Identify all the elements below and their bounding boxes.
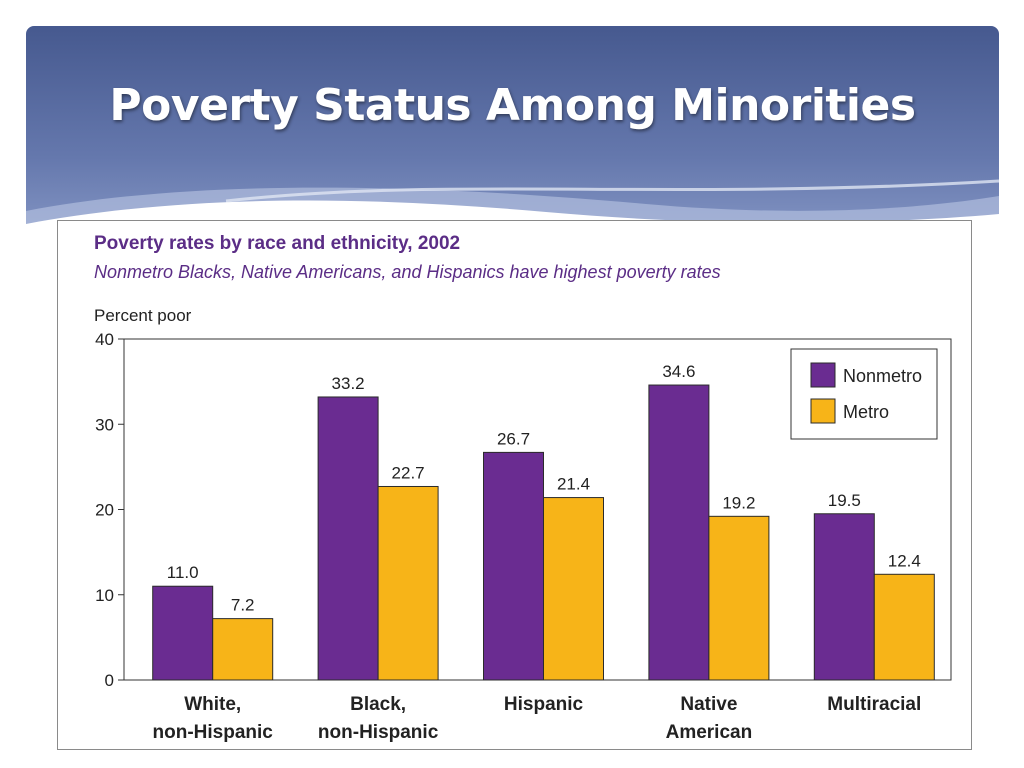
bar-metro bbox=[543, 497, 604, 681]
bar-nonmetro bbox=[317, 396, 379, 681]
legend-swatch-metro bbox=[810, 398, 836, 424]
bar-metro bbox=[212, 618, 274, 681]
y-axis-label: Percent poor bbox=[94, 306, 192, 325]
x-tick-label: Hispanic bbox=[504, 694, 584, 715]
chart-subtitle: Nonmetro Blacks, Native Americans, and H… bbox=[94, 262, 721, 282]
x-tick-label: non-Hispanic bbox=[153, 722, 274, 743]
bar-metro bbox=[708, 515, 770, 681]
bar-value-label: 21.4 bbox=[557, 475, 590, 494]
bar-value-label: 33.2 bbox=[332, 374, 365, 393]
x-tick-label: Multiracial bbox=[827, 694, 921, 715]
y-tick-label: 20 bbox=[95, 501, 114, 520]
bar-value-label: 34.6 bbox=[662, 362, 695, 381]
legend-label-metro: Metro bbox=[843, 402, 889, 422]
bar-value-label: 7.2 bbox=[231, 596, 255, 615]
bar-nonmetro bbox=[152, 585, 214, 681]
legend-label-nonmetro: Nonmetro bbox=[843, 366, 922, 386]
chart-panel: Poverty rates by race and ethnicity, 200… bbox=[57, 220, 972, 750]
bar-nonmetro bbox=[813, 513, 875, 681]
y-tick-label: 40 bbox=[95, 330, 114, 349]
bar-nonmetro bbox=[648, 384, 710, 681]
slide-title: Poverty Status Among Minorities bbox=[109, 80, 916, 131]
bar-value-label: 22.7 bbox=[392, 463, 425, 482]
bar-value-label: 19.5 bbox=[828, 491, 861, 510]
bar-value-label: 11.0 bbox=[167, 563, 199, 582]
y-tick-label: 10 bbox=[95, 586, 114, 605]
x-tick-label: Black, bbox=[350, 694, 406, 715]
bar-value-label: 19.2 bbox=[722, 493, 755, 512]
x-tick-label: American bbox=[666, 722, 753, 743]
bar-metro bbox=[873, 573, 935, 681]
legend-swatch-nonmetro bbox=[810, 362, 836, 388]
y-tick-label: 0 bbox=[105, 671, 114, 690]
bar-value-label: 26.7 bbox=[497, 429, 530, 448]
bar-chart: Percent poor 0 10 20 30 40 11.0 7.2 White, non-Hi… bbox=[94, 306, 952, 743]
y-tick-label: 30 bbox=[95, 415, 114, 434]
x-tick-label: non-Hispanic bbox=[318, 722, 439, 743]
chart-title: Poverty rates by race and ethnicity, 200… bbox=[94, 233, 461, 254]
x-tick-label: Native bbox=[680, 694, 737, 715]
x-tick-label: White, bbox=[184, 694, 241, 715]
bar-nonmetro bbox=[483, 451, 544, 681]
bar-metro bbox=[377, 485, 439, 681]
bar-value-label: 12.4 bbox=[888, 551, 921, 570]
